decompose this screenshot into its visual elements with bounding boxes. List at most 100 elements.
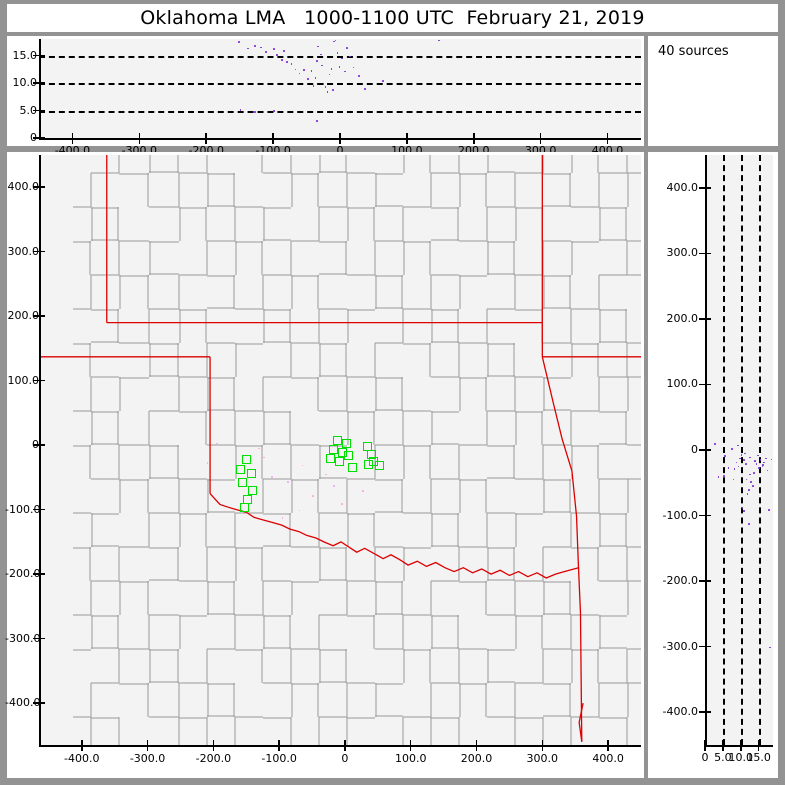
source-point [338, 65, 341, 68]
faint-source-point [351, 478, 354, 481]
source-point [322, 83, 325, 85]
altitude-vs-eastwest-panel[interactable]: 0 5.0 10.0 15.0 -400.0 -300.0 -200.0 -100.0 0 100… [7, 36, 644, 157]
y-tick-label: 400.0 [666, 180, 699, 194]
lma-station-marker[interactable] [238, 478, 248, 488]
source-point [717, 476, 720, 478]
x-tick [607, 740, 609, 751]
source-point [314, 76, 317, 79]
x-tick [541, 740, 544, 751]
x-tick [409, 740, 412, 751]
source-point [737, 465, 740, 468]
x-tick [278, 740, 280, 751]
lma-station-marker[interactable] [247, 469, 256, 479]
y-tick-label: -300.0 [662, 639, 698, 653]
y-tick-label: -400.0 [662, 705, 698, 719]
source-point [727, 467, 730, 469]
altitude-vs-eastwest-plotarea[interactable] [39, 39, 641, 138]
source-count-panel: 40 sources [648, 36, 778, 146]
source-point [324, 86, 327, 88]
gridline-x-1 [740, 155, 743, 745]
lma-station-marker[interactable] [240, 502, 250, 512]
source-point [731, 448, 734, 450]
y-tick [699, 580, 711, 582]
source-point [761, 465, 764, 468]
source-point [752, 472, 755, 474]
lma-station-marker[interactable] [248, 485, 258, 495]
y-tick-label: 400.0 [7, 180, 40, 194]
source-point [273, 48, 275, 50]
lma-station-marker[interactable] [328, 444, 338, 454]
source-point [745, 463, 747, 465]
source-point [239, 109, 242, 111]
lma-station-marker[interactable] [348, 462, 358, 472]
x-tick-label: 300.0 [526, 752, 559, 765]
y-tick [699, 252, 711, 255]
source-point [382, 80, 384, 82]
x-tick-label: 5.0 [714, 751, 732, 764]
faint-source-point [362, 490, 364, 492]
y-tick [699, 318, 711, 320]
source-point [742, 459, 745, 461]
plan-view-map-plotarea[interactable] [39, 155, 641, 745]
faint-source-point [206, 461, 209, 464]
lma-station-marker[interactable] [337, 448, 347, 458]
gridline-x-2 [758, 155, 761, 745]
altitude-vs-northsouth-panel[interactable]: -400.0 -300.0 -200.0 -100.0 0 100.0 200.0 300.0… [648, 152, 778, 778]
source-point [352, 66, 355, 69]
y-tick-label: 5.0 [19, 103, 38, 117]
y-tick [33, 444, 45, 446]
lma-station-marker[interactable] [364, 460, 374, 469]
source-point [752, 485, 754, 487]
altitude-vs-northsouth-plotarea[interactable] [705, 155, 773, 745]
source-point [714, 443, 716, 446]
source-point [286, 61, 289, 63]
lma-station-marker[interactable] [374, 461, 384, 471]
y-tick-label: -400.0 [5, 696, 41, 710]
source-point [315, 120, 318, 122]
y-tick [33, 250, 45, 253]
x-tick [344, 740, 346, 751]
x-tick-label: -200.0 [195, 752, 232, 765]
faint-source-point [333, 485, 335, 487]
source-point [273, 109, 275, 112]
source-point [749, 456, 751, 459]
plan-view-map-panel[interactable]: 400.0 300.0 200.0 100.0 0 -100.0 -200.0 -300.0 -… [5, 152, 644, 778]
source-point [750, 481, 752, 484]
source-point [319, 53, 322, 56]
faint-source-point [271, 476, 273, 478]
source-point [749, 473, 751, 476]
y-tick [33, 315, 45, 317]
x-tick [205, 133, 207, 144]
faint-source-point [215, 442, 218, 445]
source-point [260, 46, 262, 49]
lma-station-marker[interactable] [236, 465, 246, 475]
source-point [746, 493, 749, 495]
lma-station-marker[interactable] [335, 457, 345, 467]
source-point [344, 70, 346, 73]
y-tick [699, 383, 711, 386]
y-tick [33, 137, 45, 139]
y-tick [699, 449, 711, 451]
source-point [346, 47, 348, 49]
gridline-y-1 [39, 83, 641, 85]
faint-source-point [312, 495, 314, 498]
x-tick-label: 15.0 [746, 751, 771, 764]
lma-station-marker[interactable] [344, 450, 354, 460]
source-point [276, 54, 279, 56]
source-point [290, 63, 293, 65]
x-tick [740, 740, 742, 751]
source-point [745, 478, 748, 481]
source-point [723, 474, 725, 477]
y-tick-label: 0 [32, 438, 39, 452]
x-tick-label: 0 [701, 751, 709, 764]
x-tick-label: 400.0 [592, 752, 624, 765]
lma-station-marker[interactable] [325, 453, 335, 463]
faint-source-point [318, 451, 321, 454]
y-tick-label: 300.0 [666, 246, 699, 260]
y-tick [699, 645, 711, 648]
source-point [330, 68, 333, 70]
lma-station-marker[interactable] [341, 439, 351, 449]
lma-station-marker[interactable] [241, 454, 251, 464]
lma-station-marker[interactable] [332, 435, 342, 445]
y-tick-label: 0 [30, 131, 37, 144]
